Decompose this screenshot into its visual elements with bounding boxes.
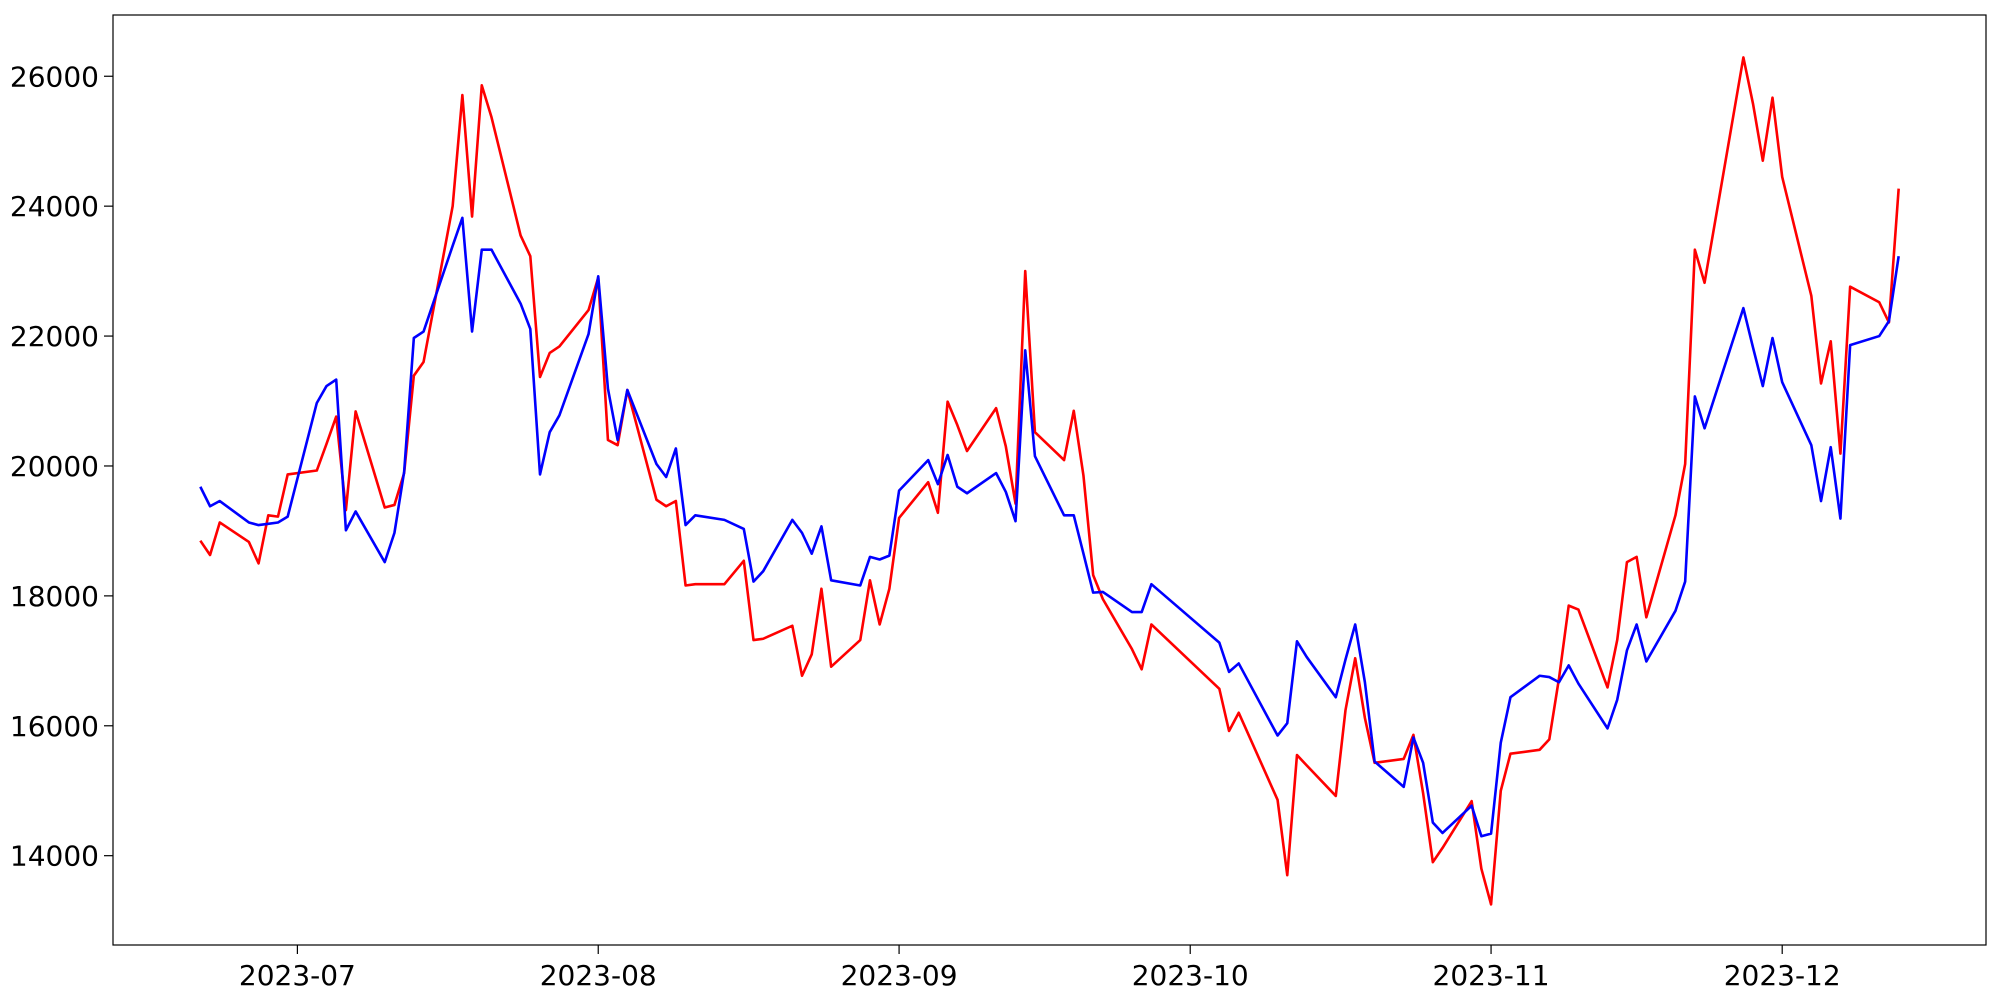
plot-frame	[112, 14, 1987, 946]
x-tick-label: 2023-08	[540, 959, 657, 992]
line-series	[199, 56, 1900, 906]
x-tick-label: 2023-12	[1724, 959, 1841, 992]
y-tick-label: 20000	[10, 450, 99, 483]
x-tick-label: 2023-11	[1433, 959, 1550, 992]
y-tick-label: 22000	[10, 320, 99, 353]
y-tick-label: 14000	[10, 840, 99, 873]
line-series	[199, 216, 1900, 838]
y-tick-label: 18000	[10, 580, 99, 613]
x-tick-label: 2023-09	[841, 959, 958, 992]
y-tick-label: 16000	[10, 710, 99, 743]
y-tick-label: 24000	[10, 190, 99, 223]
x-tick-label: 2023-07	[239, 959, 356, 992]
x-tick-label: 2023-10	[1132, 959, 1249, 992]
y-tick-label: 26000	[10, 60, 99, 93]
